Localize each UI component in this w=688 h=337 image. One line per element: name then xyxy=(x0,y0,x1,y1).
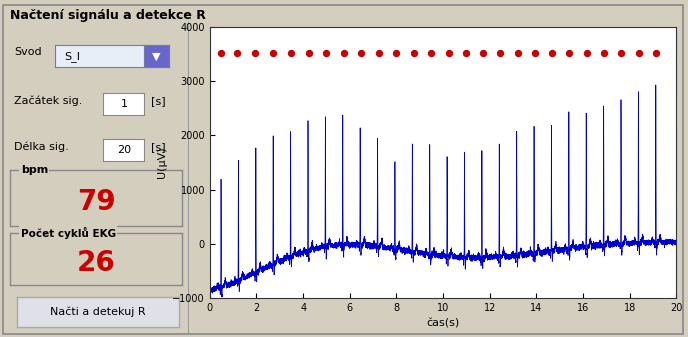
Text: ▼: ▼ xyxy=(152,52,161,61)
Point xyxy=(250,50,261,56)
Point xyxy=(391,50,402,56)
Text: 1: 1 xyxy=(120,99,127,109)
X-axis label: čas(s): čas(s) xyxy=(427,319,460,329)
Point xyxy=(426,50,437,56)
Point xyxy=(477,50,488,56)
Point xyxy=(564,50,575,56)
Y-axis label: U(µV): U(µV) xyxy=(157,147,166,178)
Point xyxy=(232,50,243,56)
Point xyxy=(321,50,332,56)
Point xyxy=(547,50,558,56)
Point xyxy=(215,50,226,56)
Point xyxy=(338,50,350,56)
Point xyxy=(286,50,297,56)
Point xyxy=(409,50,420,56)
Text: bpm: bpm xyxy=(21,165,48,175)
Point xyxy=(460,50,471,56)
Text: 20: 20 xyxy=(117,145,131,155)
Text: Délka sig.: Délka sig. xyxy=(14,141,69,152)
Point xyxy=(616,50,627,56)
Point xyxy=(495,50,506,56)
Point xyxy=(599,50,610,56)
Text: Začátek sig.: Začátek sig. xyxy=(14,96,82,106)
Text: [s]: [s] xyxy=(151,142,166,152)
Text: Načti a detekuj R: Načti a detekuj R xyxy=(50,306,146,317)
Text: Počet cyklů EKG: Počet cyklů EKG xyxy=(21,226,116,239)
Point xyxy=(512,50,523,56)
Text: 79: 79 xyxy=(77,188,116,216)
Point xyxy=(303,50,314,56)
Point xyxy=(581,50,592,56)
Point xyxy=(268,50,279,56)
Point xyxy=(356,50,367,56)
Text: Načtení signálu a detekce R: Načtení signálu a detekce R xyxy=(10,9,206,22)
Point xyxy=(650,50,661,56)
Point xyxy=(443,50,454,56)
Point xyxy=(633,50,644,56)
Point xyxy=(374,50,385,56)
Text: [s]: [s] xyxy=(151,96,166,106)
Point xyxy=(530,50,541,56)
Text: S_I: S_I xyxy=(64,51,80,62)
Text: Svod: Svod xyxy=(14,47,41,57)
Text: 26: 26 xyxy=(77,249,116,277)
